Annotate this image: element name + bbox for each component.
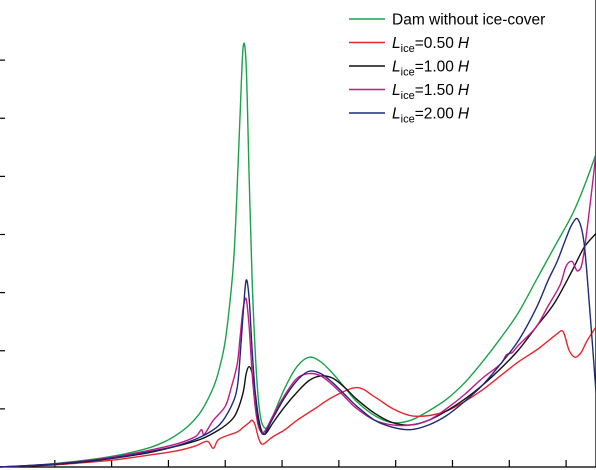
legend-label-3: Lice=1.00 H [392,59,470,79]
series-line-3 [0,233,596,468]
series-line-5 [0,217,596,468]
series-layer [0,42,596,468]
legend: Dam without ice-cover Lice=0.50 H Lice=1.00… [349,12,545,126]
series-line-2 [0,326,596,468]
axis-ticks [0,59,567,467]
legend-label-5: Lice=2.00 H [392,106,470,126]
legend-label-1: Dam without ice-cover [392,12,545,29]
legend-label-2: Lice=0.50 H [392,35,470,55]
series-line-1 [0,42,596,468]
series-line-4 [0,154,596,468]
legend-label-4: Lice=1.50 H [392,82,470,102]
